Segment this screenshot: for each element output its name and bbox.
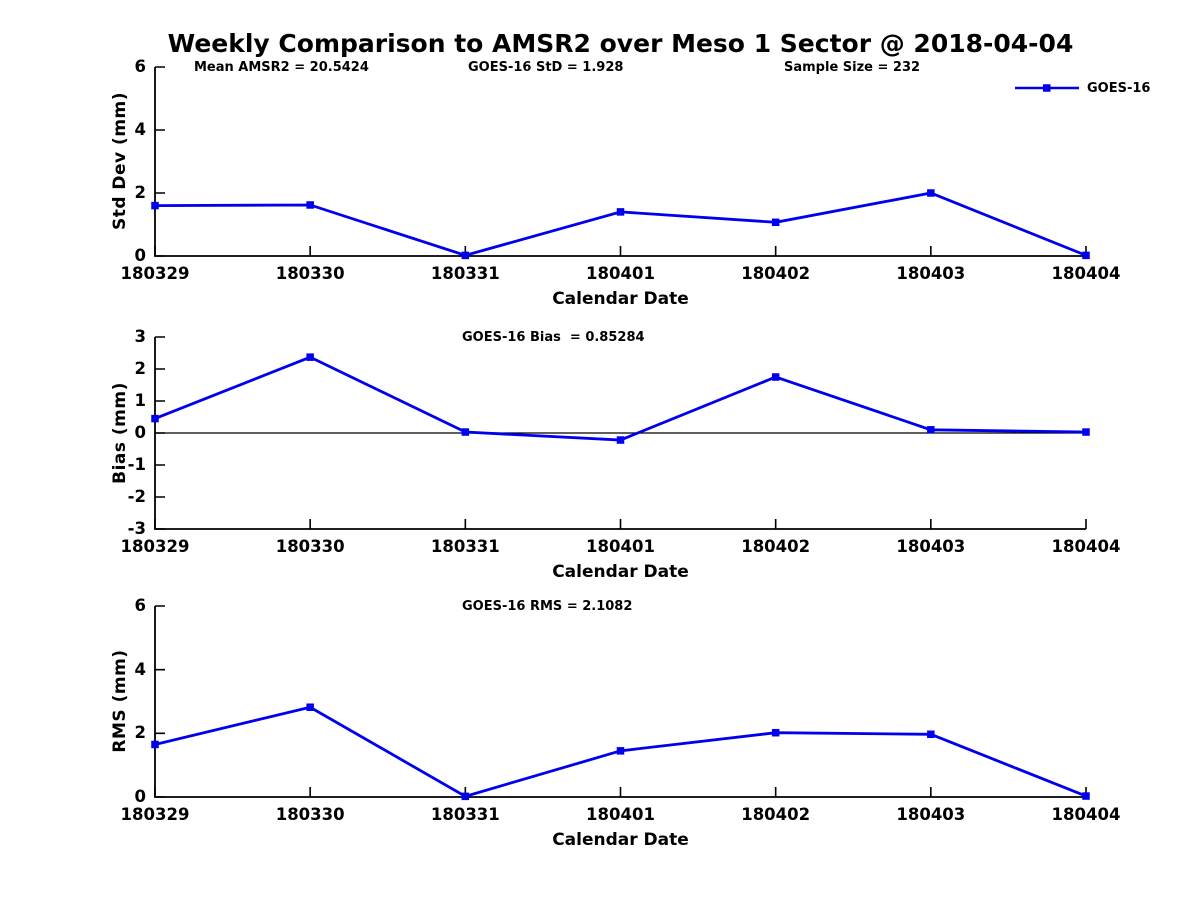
y-tick-label: 2: [134, 723, 146, 743]
legend-label: GOES-16: [1087, 80, 1151, 96]
axes-spines: [154, 606, 1086, 798]
data-point-marker: [461, 251, 470, 260]
x-tick-label: 180330: [275, 805, 345, 824]
y-tick-label: 4: [134, 120, 146, 139]
y-tick-label: 0: [134, 787, 146, 806]
figure-title: Weekly Comparison to AMSR2 over Meso 1 S…: [167, 29, 1074, 58]
series-markers-goes-16: [151, 703, 1090, 801]
annotation-mean-amsr2: Mean AMSR2 = 20.5424: [194, 60, 369, 75]
data-point-marker: [1082, 251, 1090, 260]
xlabel-calendar-date-2: Calendar Date: [552, 562, 689, 582]
x-tick-label: 180403: [896, 805, 966, 824]
y-tick-label: 0: [134, 246, 146, 265]
xlabel-calendar-date-1: Calendar Date: [552, 289, 689, 309]
x-tick-label: 180402: [741, 537, 811, 556]
series-markers-goes-16: [151, 189, 1090, 260]
data-point-marker: [771, 373, 780, 381]
y-tick-label: 6: [134, 596, 146, 615]
annotation-goes16-std: GOES-16 StD = 1.928: [468, 60, 624, 75]
data-point-marker: [927, 189, 935, 197]
xlabel-calendar-date-3: Calendar Date: [552, 830, 689, 850]
x-tick-label: 180402: [741, 805, 811, 824]
x-tick-label: 180329: [120, 264, 190, 283]
x-tick-label: 180330: [275, 537, 345, 556]
x-tick-label: 180329: [120, 537, 190, 556]
series-line-goes-16: [154, 355, 1087, 442]
x-tick-label: 180401: [586, 537, 655, 556]
axes-spines: [154, 67, 1086, 257]
x-tick-label: 180404: [1051, 805, 1121, 824]
subplot-rms-mm: [151, 605, 1090, 801]
data-point-marker: [927, 426, 935, 434]
data-point-marker: [771, 218, 780, 227]
annotation-sample-size: Sample Size = 232: [784, 60, 921, 75]
ylabel-std-dev: Std Dev (mm): [110, 91, 130, 231]
y-tick-label: 0: [134, 423, 146, 442]
y-tick-label: 6: [134, 57, 146, 76]
data-point-marker: [771, 728, 780, 737]
data-point-marker: [927, 730, 935, 739]
x-tick-label: 180401: [586, 805, 655, 824]
x-tick-label: 180331: [430, 537, 500, 556]
data-point-marker: [1082, 792, 1090, 800]
series-markers-goes-16: [151, 353, 1090, 444]
x-tick-label: 180330: [275, 264, 345, 283]
y-tick-label: -3: [127, 519, 146, 538]
x-tick-label: 180331: [430, 805, 500, 824]
x-tick-label: 180402: [741, 264, 811, 283]
y-tick-label: 2: [134, 183, 146, 202]
data-point-marker: [306, 201, 314, 209]
x-tick-label: 180403: [896, 264, 966, 283]
y-tick-label: -1: [127, 455, 146, 474]
x-tick-label: 180404: [1051, 537, 1121, 556]
data-point-marker: [1082, 428, 1090, 436]
data-point-marker: [306, 703, 314, 711]
x-tick-label: 180329: [120, 805, 190, 824]
axis-ticks: [154, 605, 1087, 798]
data-point-marker: [616, 436, 625, 444]
data-point-marker: [151, 740, 159, 749]
y-tick-label: 2: [134, 359, 146, 378]
data-point-marker: [151, 414, 159, 423]
x-tick-label: 180403: [896, 537, 966, 556]
x-tick-label: 180404: [1051, 264, 1121, 283]
data-point-marker: [151, 201, 159, 210]
data-point-marker: [616, 208, 625, 216]
x-tick-label: 180401: [586, 264, 655, 283]
data-point-marker: [461, 428, 470, 436]
legend: GOES-16: [1014, 80, 1150, 96]
data-point-marker: [616, 747, 625, 755]
y-tick-label: 3: [134, 327, 146, 346]
annotation-goes16-bias: GOES-16 Bias = 0.85284: [462, 330, 645, 345]
data-point-marker: [461, 792, 470, 801]
subplot-bias-mm: [151, 336, 1090, 530]
axis-ticks: [154, 66, 1087, 257]
y-tick-label: 1: [134, 391, 146, 410]
y-tick-label: -2: [127, 487, 146, 506]
x-tick-label: 180331: [430, 264, 500, 283]
legend-line-icon: [1015, 84, 1079, 92]
y-tick-label: 4: [134, 659, 146, 679]
annotation-goes16-rms: GOES-16 RMS = 2.1082: [462, 599, 633, 614]
data-point-marker: [306, 353, 314, 361]
subplot-std-dev-mm: [151, 66, 1090, 260]
